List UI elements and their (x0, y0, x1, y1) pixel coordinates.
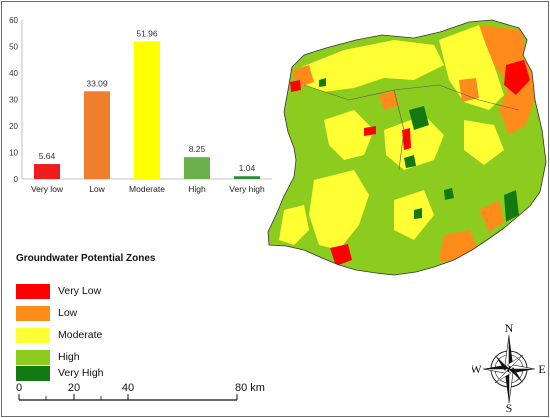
y-tick-label: 0 (14, 175, 19, 184)
map-outline (267, 19, 547, 276)
zone-very-high (444, 188, 454, 200)
legend-label: High (58, 351, 80, 363)
legend-label: Low (58, 307, 78, 319)
bar-very-low (34, 164, 60, 179)
x-category-label: Very low (31, 184, 64, 194)
compass-rose-icon (482, 334, 536, 404)
legend-label: Very High (58, 367, 104, 379)
bar-value-label: 51.96 (136, 28, 158, 38)
zone-very-low (364, 126, 376, 136)
zone-moderate (464, 120, 504, 165)
x-category-label: Very high (229, 184, 265, 194)
zone-moderate (294, 40, 444, 92)
zone-moderate (384, 115, 444, 170)
zone-very-high (319, 78, 326, 87)
district-boundary (393, 89, 405, 171)
legend-item-moderate: Moderate (16, 328, 206, 343)
legend-swatch (16, 350, 50, 365)
x-category-label: Moderate (129, 184, 165, 194)
legend-item-very-high: Very High (16, 366, 206, 381)
y-tick-label: 20 (9, 122, 18, 131)
zone-very-high (404, 155, 416, 168)
compass-west-label: W (472, 362, 482, 376)
north-arrow-compass: N S W E (472, 321, 546, 414)
bar-low (84, 91, 110, 179)
zone-very-low (402, 128, 411, 150)
map-legend: Groundwater Potential Zones Very Low Low… (12, 250, 212, 381)
bar-moderate (134, 41, 160, 179)
scale-bar: 0 20 40 80 km (16, 382, 265, 401)
zone-very-low (290, 80, 301, 92)
legend-swatch (16, 328, 50, 343)
zone-low (479, 200, 504, 232)
legend-title: Groundwater Potential Zones (16, 253, 156, 264)
compass-south-label: S (506, 401, 513, 414)
legend-swatch (16, 284, 50, 299)
legend-item-high: High (16, 350, 206, 365)
y-tick-label: 10 (9, 149, 18, 158)
zone-very-high (409, 106, 429, 130)
zone-very-high (414, 208, 422, 219)
compass-east-label: E (538, 362, 545, 376)
zone-moderate (309, 170, 369, 250)
zone-very-high (504, 190, 519, 222)
zone-low (379, 90, 399, 110)
x-category-label: Low (89, 184, 105, 194)
bar-value-label: 1.04 (239, 163, 256, 173)
y-tick-label: 50 (9, 43, 18, 52)
bar-high (184, 157, 210, 179)
bar-chart: 0 10 20 30 40 50 60 5.64 33.09 51.96 8.25 1.04 Ver… (9, 16, 272, 194)
zone-very-low (330, 244, 352, 266)
zone-very-low (504, 60, 530, 95)
legend-item-very-low: Very Low (16, 284, 206, 299)
bar-value-label: 5.64 (39, 151, 56, 161)
legend-label: Moderate (58, 329, 103, 341)
scale-label-0: 0 (16, 382, 22, 394)
district-boundary (303, 84, 520, 111)
x-category-label: High (188, 184, 206, 194)
bar-value-label: 33.09 (86, 78, 108, 88)
scale-label-80: 80 km (235, 382, 265, 394)
compass-north-label: N (505, 321, 514, 335)
legend-label: Very Low (58, 285, 102, 297)
scale-label-40: 40 (122, 382, 134, 394)
zone-low (459, 78, 479, 102)
bar-value-label: 8.25 (189, 144, 206, 154)
zone-moderate (324, 110, 374, 160)
legend-swatch (16, 306, 50, 321)
y-tick-label: 40 (9, 69, 18, 78)
bar-very-high (234, 176, 260, 179)
scale-label-20: 20 (68, 382, 80, 394)
y-tick-label: 60 (9, 16, 18, 25)
zone-moderate (279, 205, 309, 245)
groundwater-potential-map (267, 19, 547, 276)
legend-item-low: Low (16, 306, 206, 321)
y-tick-label: 30 (9, 96, 18, 105)
legend-swatch (16, 366, 50, 381)
